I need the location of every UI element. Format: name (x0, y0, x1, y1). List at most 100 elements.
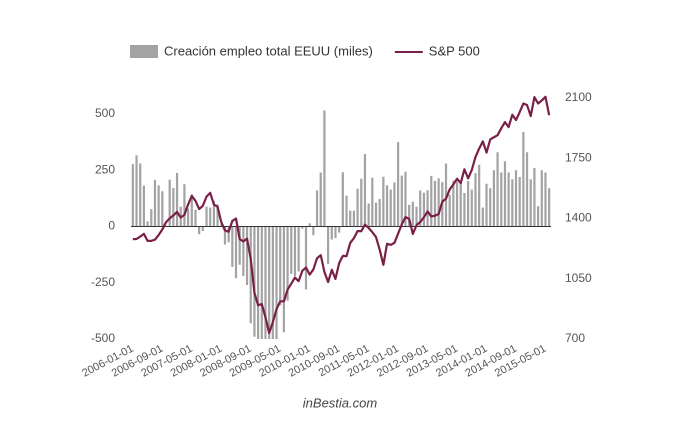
bar (437, 178, 440, 227)
bar (367, 203, 370, 227)
bar (297, 226, 300, 272)
y2-tick-label: 700 (565, 331, 585, 345)
bar (463, 192, 466, 227)
bar (139, 163, 142, 227)
y-tick-label: 250 (95, 162, 115, 176)
bar (271, 226, 274, 339)
y-tick-label: 0 (108, 219, 115, 233)
bar (444, 163, 448, 227)
bar (190, 194, 193, 227)
bar (522, 131, 525, 227)
bar (198, 226, 201, 235)
bar (301, 226, 304, 229)
bar (290, 226, 293, 274)
bar (253, 226, 256, 337)
y2-tick-label: 2100 (565, 90, 592, 104)
bar (422, 192, 425, 227)
bar (194, 209, 197, 227)
bar (356, 188, 359, 227)
bar (525, 152, 529, 227)
bar (201, 226, 204, 231)
bar (242, 226, 245, 276)
bar (507, 172, 510, 227)
bar (430, 175, 433, 227)
bar (131, 164, 134, 227)
bar (212, 200, 215, 227)
footer: inBestia.com (303, 395, 378, 410)
bar (503, 161, 507, 227)
bar (467, 181, 470, 227)
bar (279, 226, 282, 306)
bar (142, 185, 145, 227)
bar (529, 179, 532, 227)
bar (146, 221, 149, 227)
bar (150, 209, 153, 227)
bar (385, 185, 389, 227)
bar (341, 172, 344, 227)
bar (205, 206, 208, 227)
bar (327, 226, 330, 265)
bar (433, 180, 437, 227)
bar (474, 173, 477, 227)
bar (518, 176, 521, 227)
bar (537, 206, 540, 227)
bar (426, 190, 429, 227)
bar (157, 185, 160, 227)
bar (286, 226, 289, 301)
bar (209, 207, 212, 227)
bar (389, 189, 392, 227)
y-tick-label: -250 (91, 275, 115, 289)
bar (187, 208, 190, 227)
bar (374, 202, 378, 227)
bar (349, 210, 352, 227)
bar (223, 226, 227, 245)
bar (481, 207, 484, 227)
bar (319, 172, 322, 227)
bar (175, 172, 179, 227)
bar (544, 172, 547, 227)
bar (257, 226, 260, 339)
bar (304, 226, 308, 290)
bar (231, 226, 234, 267)
bar (352, 210, 355, 227)
bar (489, 188, 492, 227)
bar (496, 152, 499, 227)
bar (282, 226, 285, 333)
line (132, 95, 551, 335)
bar (459, 181, 462, 227)
bar (216, 204, 219, 227)
bar (378, 199, 381, 227)
bar (168, 179, 171, 227)
bar (183, 184, 186, 227)
bar (260, 226, 263, 339)
bar (161, 191, 164, 227)
y2-tick-label: 1750 (565, 150, 592, 164)
bar (275, 226, 278, 339)
bar (400, 175, 403, 227)
bar (227, 226, 230, 243)
bar (363, 154, 367, 227)
bar (371, 177, 374, 227)
bar (448, 194, 451, 227)
bar (415, 206, 418, 227)
y-tick-label: 500 (95, 106, 115, 120)
bar (548, 188, 551, 227)
bar (404, 171, 407, 227)
bar (492, 170, 495, 227)
bar (345, 195, 348, 227)
bar (153, 179, 157, 227)
bar (268, 226, 271, 339)
bar (172, 188, 175, 227)
bar (514, 170, 518, 227)
bar (397, 142, 400, 227)
bar (500, 172, 503, 227)
bar (293, 226, 297, 276)
bar (419, 190, 422, 227)
bar (338, 226, 341, 233)
bar (478, 164, 481, 227)
legend-label: Creación empleo total EEUU (miles) (164, 43, 373, 58)
bar (312, 226, 315, 236)
bar (135, 155, 138, 227)
